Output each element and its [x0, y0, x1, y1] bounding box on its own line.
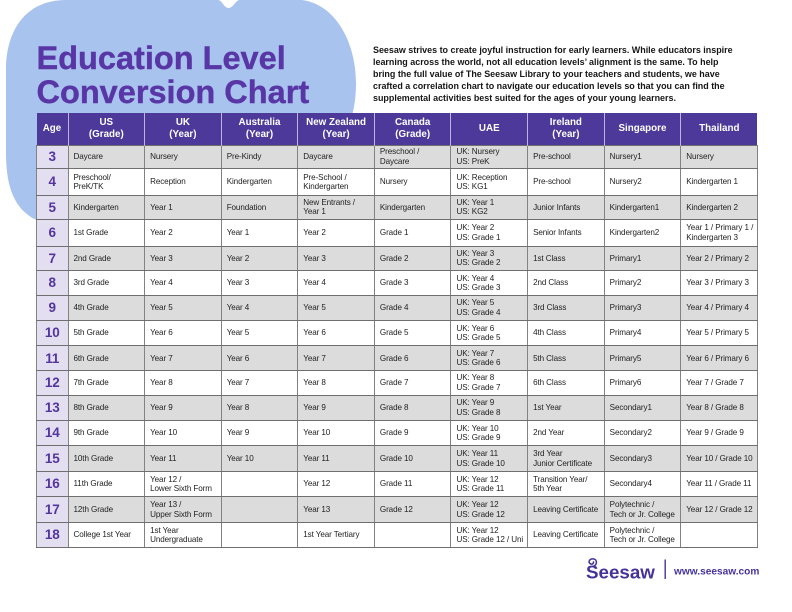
svg-text:Seesaw: Seesaw [586, 562, 655, 583]
svg-text:www.seesaw.com: www.seesaw.com [673, 567, 759, 578]
